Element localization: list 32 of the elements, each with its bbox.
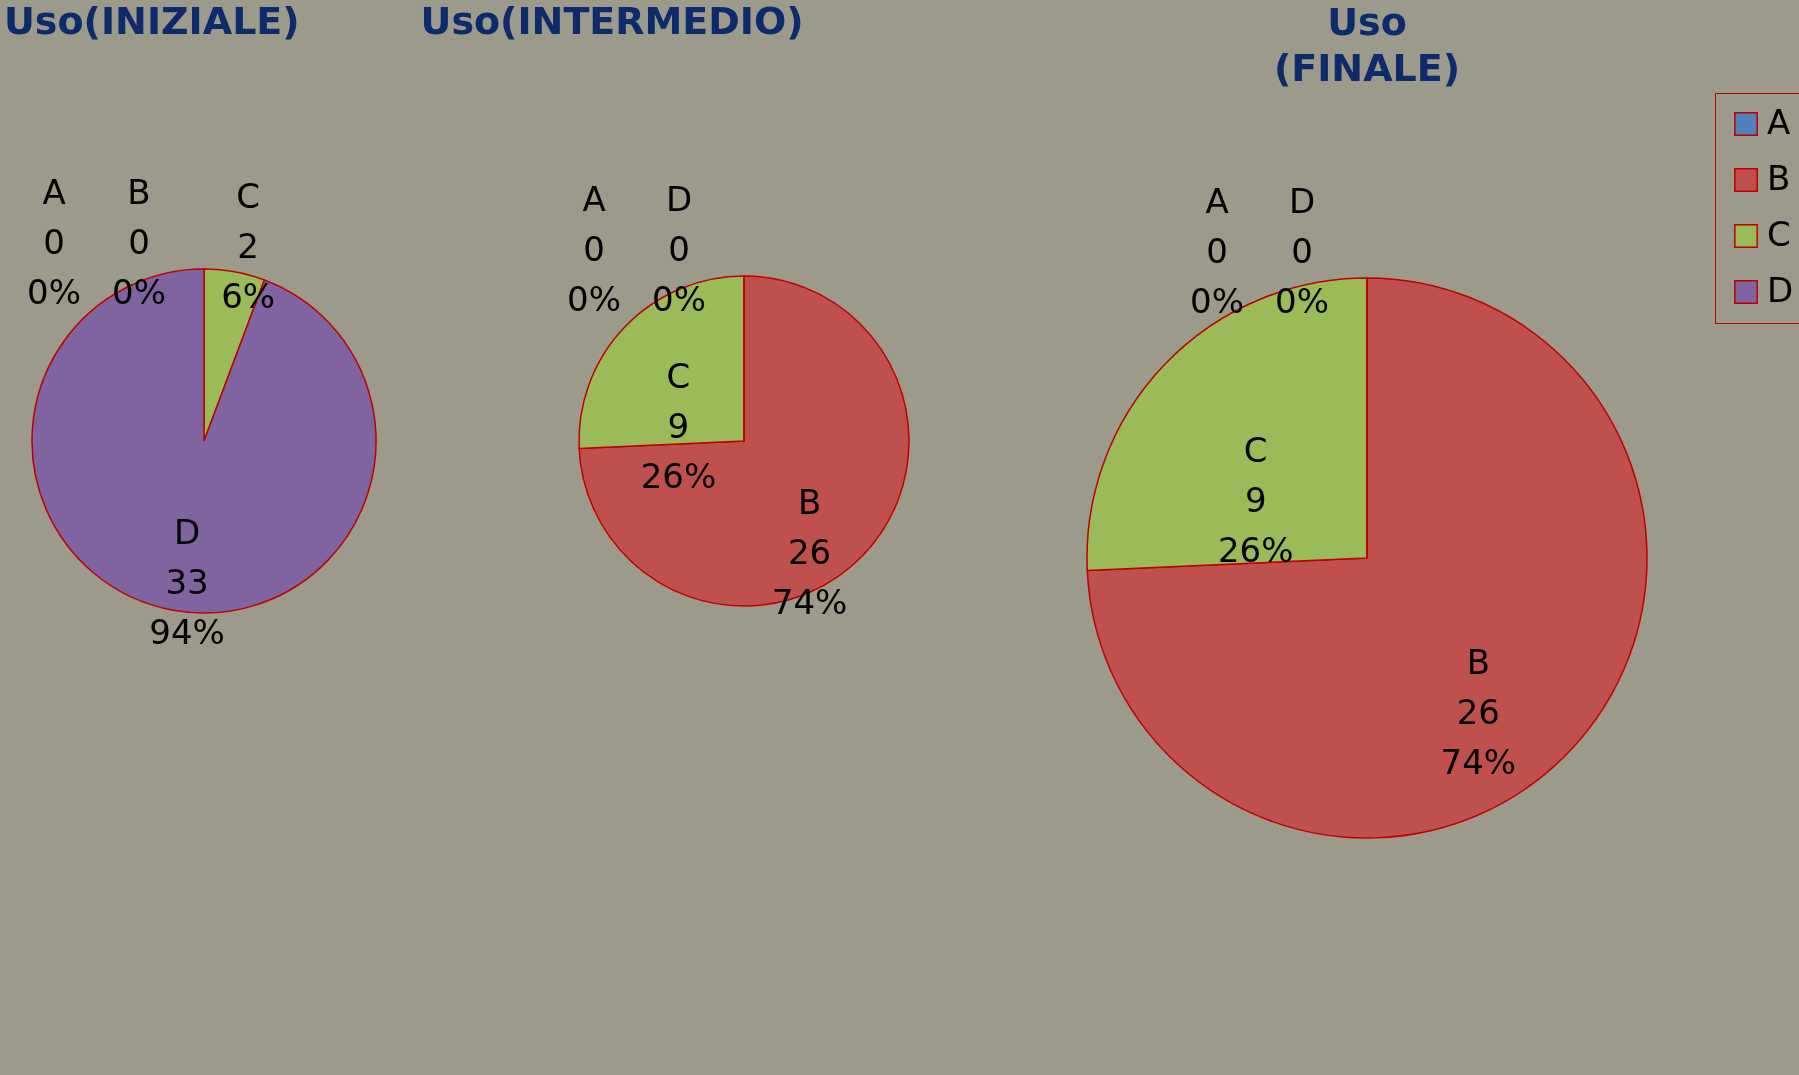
slice-label: B (797, 481, 822, 522)
text: 0 0% (112, 222, 166, 312)
category-label: D (665, 179, 693, 219)
pie-slice (31, 268, 377, 614)
chart-title: Uso (FINALE) (1273, 0, 1461, 90)
legend-label: A (1767, 102, 1791, 142)
data-label: 26 74% (771, 531, 848, 622)
pie-slice (1086, 277, 1648, 839)
legend-label: D (1767, 270, 1794, 310)
data-label: 9 26% (640, 406, 717, 497)
category-label: B (127, 172, 151, 212)
text: 0 0% (567, 229, 621, 319)
legend-label: C (1767, 214, 1791, 254)
slice-label: C (666, 356, 691, 397)
category-label: A (582, 179, 606, 219)
text: 0 0% (1190, 231, 1244, 321)
category-label: D (1288, 181, 1316, 221)
slice-label: D (174, 512, 201, 553)
chart-title: Uso(INIZIALE) (4, 0, 300, 43)
slice-label: C (1243, 429, 1268, 470)
data-label: 33 94% (149, 562, 225, 653)
slice-label: B (1466, 642, 1490, 683)
text: 0 0% (27, 222, 81, 312)
category-label: A (42, 172, 66, 212)
data-label: 9 26% (1217, 479, 1294, 570)
text: 0 0% (1275, 231, 1329, 321)
text: 0 0% (652, 229, 706, 319)
legend-label: B (1767, 158, 1791, 198)
category-label: A (1205, 181, 1229, 221)
slice-label: C (236, 175, 260, 216)
data-label: 26 74% (1440, 692, 1517, 783)
chart-title: Uso(INTERMEDIO) (420, 0, 804, 43)
